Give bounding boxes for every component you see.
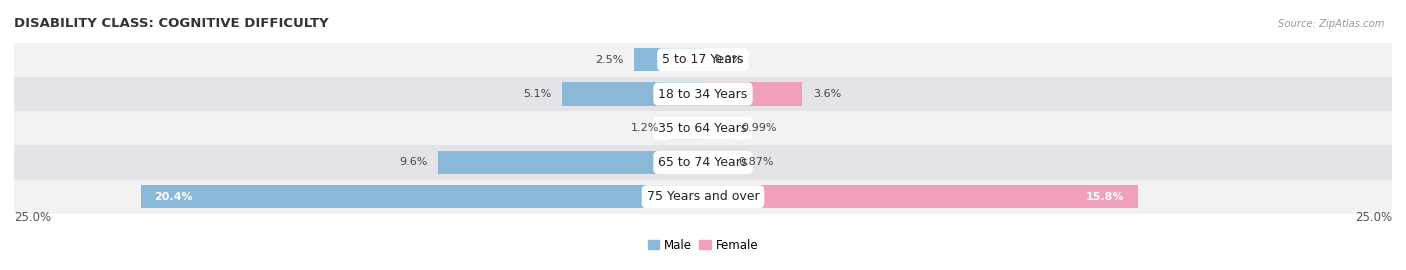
Bar xyxy=(0,111,1406,145)
Text: Source: ZipAtlas.com: Source: ZipAtlas.com xyxy=(1278,19,1385,29)
Text: 35 to 64 Years: 35 to 64 Years xyxy=(658,122,748,135)
Text: 25.0%: 25.0% xyxy=(14,211,51,224)
Text: 75 Years and over: 75 Years and over xyxy=(647,190,759,203)
Text: 15.8%: 15.8% xyxy=(1085,192,1125,202)
Bar xyxy=(703,117,730,140)
Text: 5.1%: 5.1% xyxy=(523,89,551,99)
Bar xyxy=(141,185,703,208)
Bar xyxy=(634,48,703,71)
Legend: Male, Female: Male, Female xyxy=(643,234,763,256)
Text: 20.4%: 20.4% xyxy=(155,192,193,202)
Bar xyxy=(439,151,703,174)
Bar xyxy=(703,185,1139,208)
Bar xyxy=(703,151,727,174)
Text: 18 to 34 Years: 18 to 34 Years xyxy=(658,87,748,100)
Text: 1.2%: 1.2% xyxy=(630,123,659,133)
Text: 65 to 74 Years: 65 to 74 Years xyxy=(658,156,748,169)
Bar xyxy=(0,145,1406,180)
Text: 9.6%: 9.6% xyxy=(399,157,427,167)
Bar xyxy=(562,82,703,106)
Bar xyxy=(0,77,1406,111)
Bar xyxy=(669,117,703,140)
Text: 25.0%: 25.0% xyxy=(1355,211,1392,224)
Bar xyxy=(0,180,1406,214)
Text: 5 to 17 Years: 5 to 17 Years xyxy=(662,53,744,66)
Text: 0.0%: 0.0% xyxy=(714,55,742,65)
Bar xyxy=(703,82,803,106)
Text: 0.99%: 0.99% xyxy=(741,123,776,133)
Text: 3.6%: 3.6% xyxy=(813,89,841,99)
Text: 2.5%: 2.5% xyxy=(595,55,623,65)
Text: DISABILITY CLASS: COGNITIVE DIFFICULTY: DISABILITY CLASS: COGNITIVE DIFFICULTY xyxy=(14,17,329,30)
Bar xyxy=(0,43,1406,77)
Text: 0.87%: 0.87% xyxy=(738,157,773,167)
